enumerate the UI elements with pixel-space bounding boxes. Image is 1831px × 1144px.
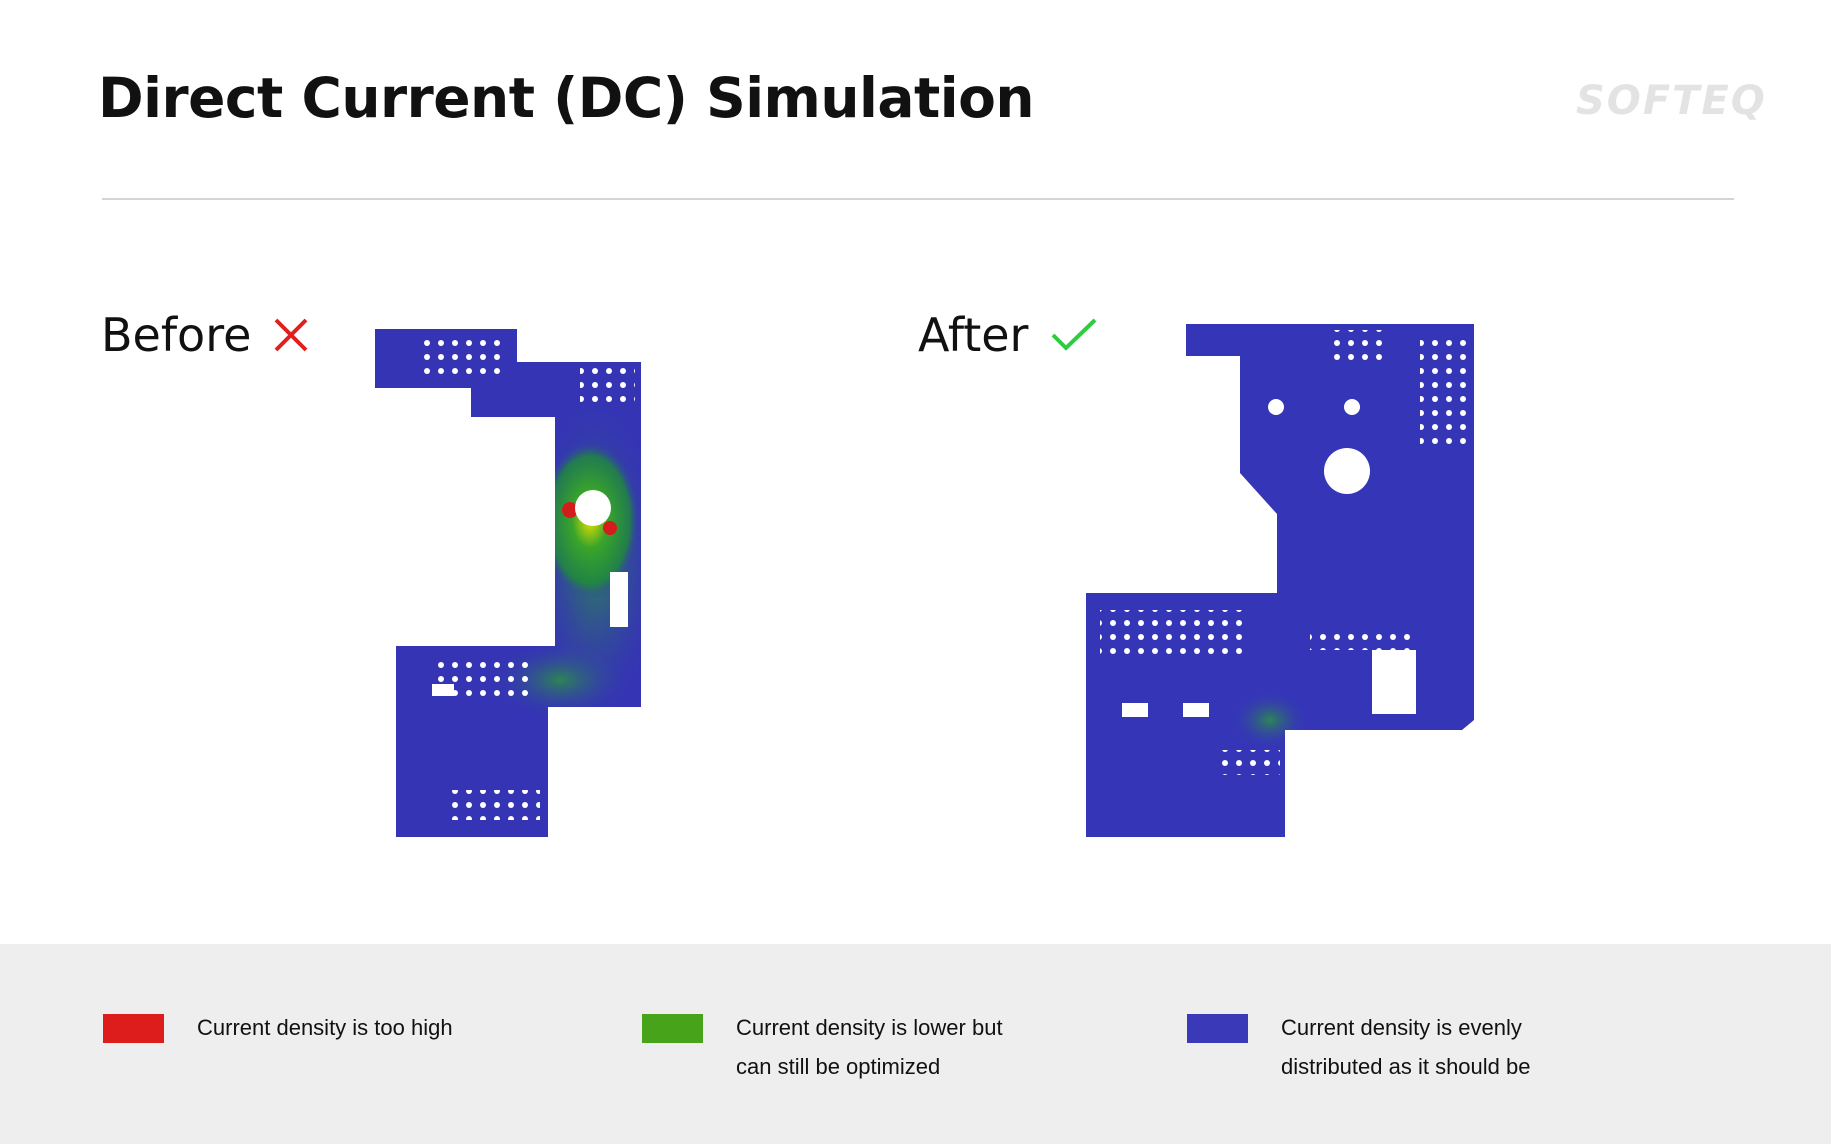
red-swatch — [103, 1014, 164, 1043]
divider — [102, 198, 1734, 200]
after-board — [1086, 324, 1474, 837]
legend-item-lower: Current density is lower but can still be… — [642, 1014, 1003, 1086]
check-icon — [1052, 318, 1097, 351]
legend-text: can still be optimized — [736, 1054, 941, 1079]
green-swatch — [642, 1014, 703, 1043]
legend-text: distributed as it should be — [1281, 1054, 1531, 1079]
softeq-logo: SOFTEQ — [1576, 78, 1767, 124]
after-label: After — [918, 308, 1098, 362]
after-label-text: After — [918, 308, 1029, 362]
legend-text: Current density is lower but — [736, 1015, 1003, 1040]
before-label-text: Before — [101, 308, 252, 362]
legend-text: Current density is evenly — [1281, 1015, 1522, 1040]
cross-icon — [274, 318, 308, 352]
page-title: Direct Current (DC) Simulation — [98, 66, 1035, 130]
legend: Current density is too high Current dens… — [0, 944, 1831, 1144]
legend-text: Current density is too high — [197, 1015, 453, 1040]
before-board — [375, 329, 641, 837]
blue-swatch — [1187, 1014, 1248, 1043]
simulation-images — [375, 324, 1474, 837]
legend-item-high: Current density is too high — [103, 1014, 453, 1047]
before-label: Before — [101, 308, 309, 362]
legend-item-even: Current density is evenly distributed as … — [1187, 1014, 1531, 1086]
